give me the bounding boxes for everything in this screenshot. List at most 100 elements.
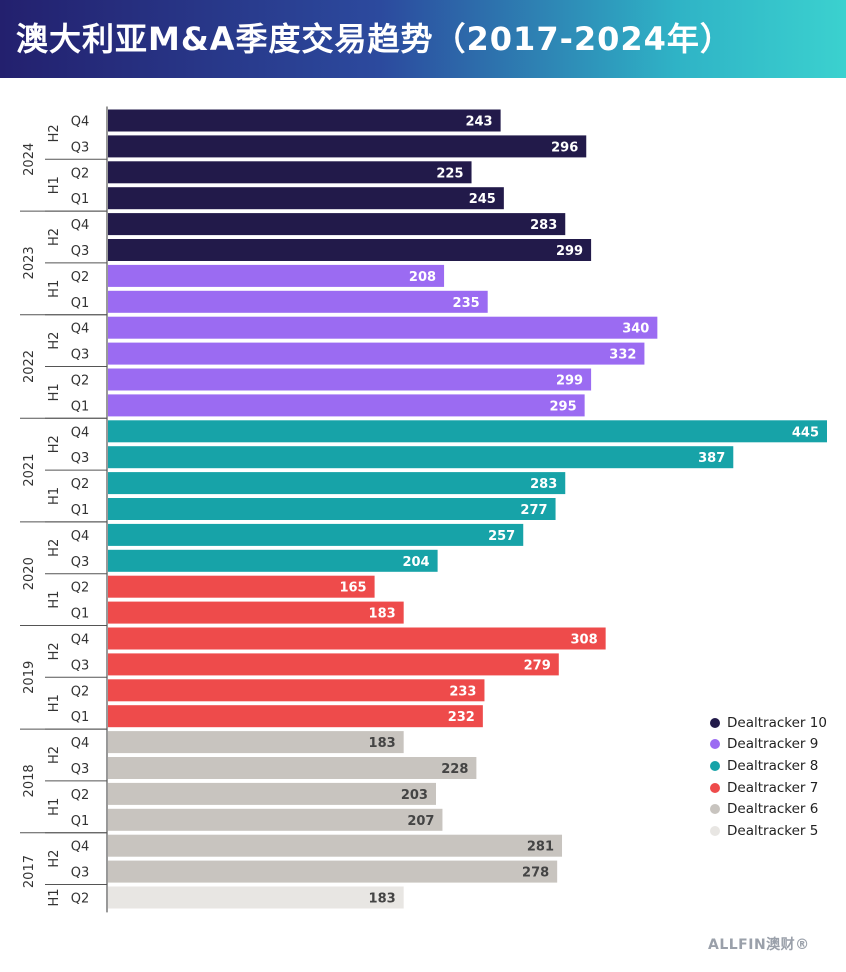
bar [108,290,488,313]
half-tick-label: H2 [47,332,62,350]
half-tick-label: H2 [47,850,62,868]
bar-value-label: 445 [792,425,819,440]
quarter-tick-label: Q1 [71,296,90,311]
quarter-tick-label: Q4 [71,115,90,130]
half-tick-label: H2 [47,435,62,453]
quarter-tick-label: Q1 [71,814,90,829]
quarter-tick-label: Q1 [71,607,90,622]
bar [108,705,483,728]
quarter-tick-label: Q1 [71,710,90,725]
half-tick-label: H1 [47,591,62,609]
quarter-tick-label: Q4 [71,736,90,751]
bar-value-label: 245 [469,192,496,207]
quarter-tick-label: Q4 [71,840,90,855]
bar [108,575,375,598]
legend-swatch [710,825,720,836]
bar-value-label: 257 [488,529,515,544]
quarter-tick-label: Q3 [71,866,90,881]
legend-label: Dealtracker 5 [727,822,819,839]
year-tick-label: 2019 [22,661,37,694]
quarter-tick-label: Q2 [71,166,90,181]
quarter-tick-label: Q3 [71,348,90,363]
bar [108,135,587,158]
legend-swatch [710,760,720,771]
quarter-tick-label: Q2 [71,892,90,907]
quarter-tick-label: Q4 [71,633,90,648]
year-tick-label: 2023 [22,246,37,279]
legend-swatch [710,804,720,815]
bar-value-label: 183 [369,736,396,751]
bar [108,239,592,261]
bar [108,368,592,391]
quarter-tick-label: Q2 [71,788,90,803]
bar-value-label: 281 [527,840,554,855]
year-tick-label: 2024 [22,143,37,176]
bar-value-label: 232 [448,710,475,725]
bar [108,498,556,520]
bar-value-label: 165 [339,581,366,596]
bar-value-label: 225 [436,166,463,181]
legend-item: Dealtracker 9 [710,734,827,756]
quarter-tick-label: Q1 [71,399,90,414]
half-tick-label: H1 [47,176,62,194]
quarter-tick-label: Q3 [71,762,90,777]
legend: Dealtracker 10 Dealtracker 9 Dealtracker 8… [710,712,827,842]
bar-value-label: 387 [698,451,725,466]
quarter-tick-label: Q4 [71,425,90,440]
bar-value-label: 299 [556,244,583,259]
quarter-tick-label: Q2 [71,270,90,285]
bar-value-label: 283 [530,477,557,492]
legend-item: Dealtracker 6 [710,798,827,820]
bar [108,860,558,883]
legend-label: Dealtracker 9 [727,736,819,753]
legend-label: Dealtracker 10 [727,714,827,731]
bar [108,213,566,236]
half-tick-label: H1 [47,383,62,401]
bar [108,782,436,805]
bar [108,731,404,754]
bar-value-label: 299 [556,374,583,389]
bar [108,472,566,495]
bar [108,187,504,210]
legend-swatch [710,717,720,728]
bar [108,316,658,339]
bar-value-label: 295 [549,399,576,414]
bar [108,679,485,702]
bar [108,601,404,624]
bar-value-label: 228 [441,762,468,777]
quarter-tick-label: Q1 [71,503,90,518]
bar-value-label: 278 [522,866,549,881]
quarter-tick-label: Q3 [71,244,90,259]
bar [108,757,477,779]
quarter-tick-label: Q1 [71,192,90,207]
bar-value-label: 308 [571,633,598,648]
legend-item: Dealtracker 8 [710,755,827,777]
half-tick-label: H1 [47,694,62,712]
quarter-tick-label: Q3 [71,555,90,570]
bar [108,394,585,417]
half-tick-label: H1 [47,798,62,816]
bar [108,549,438,572]
bar-value-label: 279 [524,658,551,673]
year-tick-label: 2018 [22,764,37,797]
year-tick-label: 2021 [22,454,37,487]
quarter-tick-label: Q4 [71,218,90,233]
bar-value-label: 277 [520,503,547,518]
bar [108,523,524,546]
quarter-tick-label: Q3 [71,451,90,466]
bar-value-label: 296 [551,140,578,155]
bar-value-label: 243 [465,115,492,130]
quarter-tick-label: Q3 [71,140,90,155]
bar-chart: 243 Q4 296 Q3 H2 225 Q2 245 Q1 H1 2024 283 Q4 299 Q3 H2… [20,106,827,913]
half-tick-label: H2 [47,124,62,142]
page-title: 澳大利亚M&A季度交易趋势（2017-2024年） [16,20,733,58]
half-tick-label: H2 [47,539,62,557]
half-tick-label: H1 [47,487,62,505]
quarter-tick-label: Q2 [71,374,90,389]
half-tick-label: H1 [47,280,62,298]
title-banner: 澳大利亚M&A季度交易趋势（2017-2024年） [0,0,846,78]
bar-value-label: 183 [369,892,396,907]
bar [108,834,563,857]
bar-value-label: 233 [449,684,476,699]
legend-label: Dealtracker 8 [727,757,819,774]
